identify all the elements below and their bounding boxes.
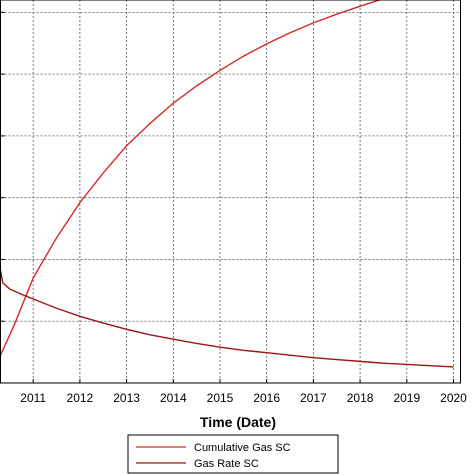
x-tick-label: 2011 <box>20 391 46 405</box>
x-tick-label: 2014 <box>160 391 187 405</box>
series-line-gas-rate-sc <box>0 269 454 368</box>
plot-frame <box>0 0 461 384</box>
legend-label-cumulative-gas: Cumulative Gas SC <box>194 442 291 454</box>
x-tick-label: 2016 <box>253 391 280 405</box>
x-tick-label: 2019 <box>393 391 420 405</box>
x-axis-ticks: 2011 2012 2013 2014 2015 2016 2017 2018 2019 2020 <box>20 379 467 405</box>
x-axis-title: Time (Date) <box>200 414 276 430</box>
x-tick-label: 2012 <box>67 391 94 405</box>
series-line-cumulative-gas-sc <box>0 0 382 356</box>
x-tick-label: 2018 <box>347 391 374 405</box>
grid <box>0 0 461 383</box>
x-tick-label: 2020 <box>440 391 467 405</box>
legend-label-gas-rate: Gas Rate SC <box>194 458 259 470</box>
legend-box <box>127 434 339 474</box>
x-tick-label: 2017 <box>300 391 327 405</box>
x-tick-label: 2013 <box>113 391 140 405</box>
x-tick-label: 2015 <box>207 391 234 405</box>
plot-lines <box>0 0 454 368</box>
legend: Cumulative Gas SC Gas Rate SC <box>127 434 339 474</box>
